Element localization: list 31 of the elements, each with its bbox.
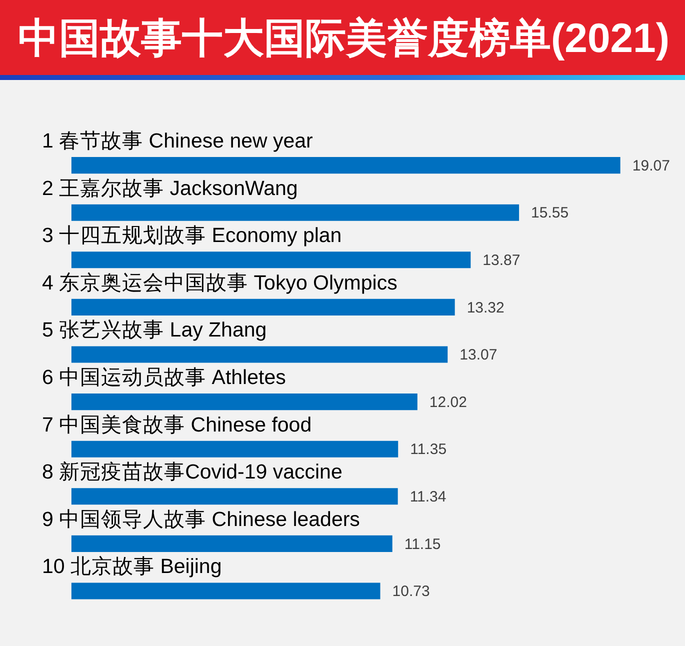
bar (71, 298, 455, 316)
bar (71, 535, 392, 552)
data-label: 13.07 (460, 346, 498, 364)
bar (71, 157, 620, 174)
data-label: 15.55 (531, 204, 569, 222)
data-label: 10.73 (392, 583, 430, 600)
data-label: 11.15 (404, 536, 441, 553)
bar (71, 204, 520, 221)
bar (71, 394, 418, 410)
y-tick-label: 4 东京奥运会中国故事 Tokyo Olympics (42, 271, 398, 294)
bar (71, 252, 471, 268)
y-tick-label: 7 中国美食故事 Chinese food (42, 413, 312, 436)
bar (71, 582, 380, 600)
y-tick-label: 8 新冠疫苗故事Covid-19 vaccine (42, 460, 342, 484)
data-label: 13.32 (466, 299, 504, 316)
data-label: 12.02 (429, 394, 467, 411)
bar (71, 440, 398, 458)
y-tick-label: 2 王嘉尔故事 JacksonWang (42, 176, 298, 200)
data-label: 13.87 (482, 252, 520, 270)
y-tick-label: 6 中国运动员故事 Athletes (42, 366, 286, 389)
y-tick-label: 3 十四五规划故事 Economy plan (42, 224, 342, 248)
y-tick-label: 9 中国领导人故事 Chinese leaders (42, 508, 360, 531)
data-label: 19.07 (632, 157, 670, 174)
bar (71, 488, 398, 505)
y-tick-label: 1 春节故事 Chinese new year (42, 129, 314, 152)
y-tick-label: 5 张艺兴故事 Lay Zhang (42, 318, 267, 342)
data-label: 11.34 (410, 488, 446, 506)
chart-title: 中国故事十大国际美誉度榜单(2021) (18, 14, 670, 63)
y-tick-label: 10 北京故事 Beijing (42, 555, 222, 578)
bar (71, 346, 448, 363)
data-label: 11.35 (410, 441, 447, 458)
